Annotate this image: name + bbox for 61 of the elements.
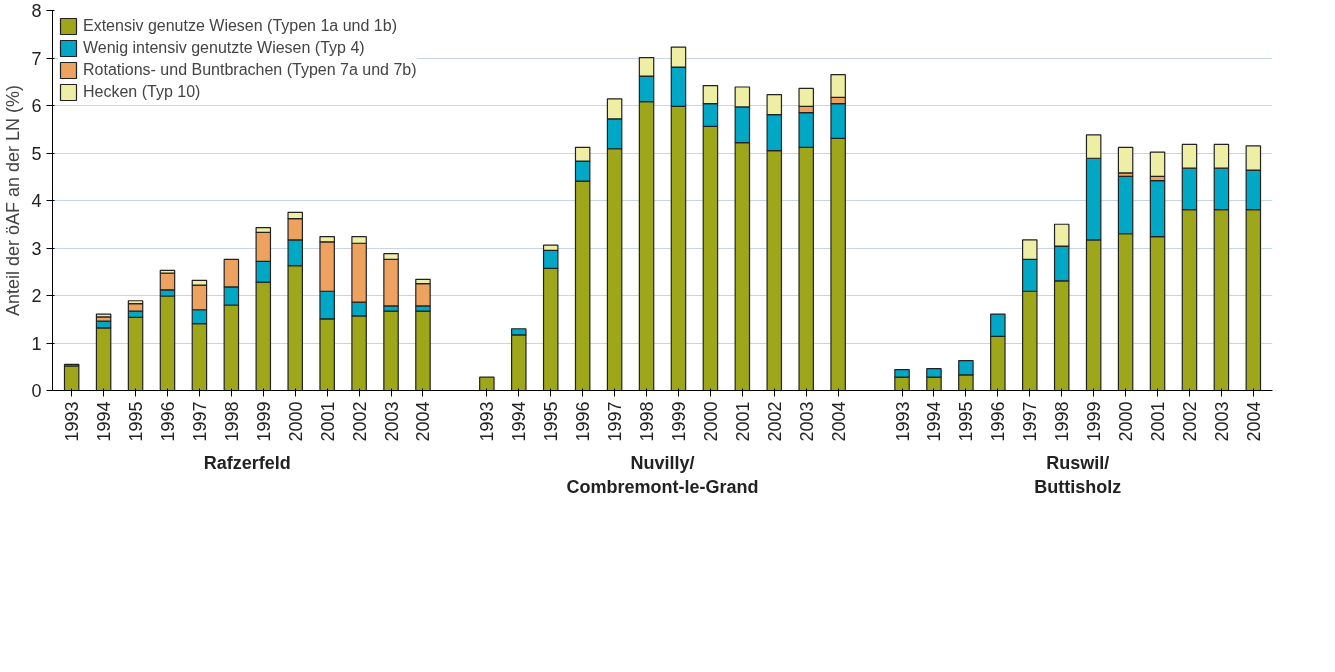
y-axis-title: Anteil der öAF an der LN (%)	[3, 84, 24, 317]
bar	[95, 313, 112, 318]
x-tick-label: 2003	[381, 401, 402, 442]
x-tick-label: 2004	[413, 401, 434, 442]
bar	[127, 316, 144, 391]
x-tick-label: 1995	[126, 401, 147, 442]
x-tick-label: 1999	[253, 401, 274, 442]
x-tick-label: 2001	[317, 401, 338, 442]
text: Ruswil/ Buttisholz	[1034, 452, 1122, 497]
x-tick-label: 1995	[541, 401, 562, 442]
x-tick-label: 1995	[956, 401, 977, 442]
x-tick-label: 2003	[1211, 401, 1232, 442]
legend-label: Rotations- und Buntbrachen (Typen 7a und 7b)	[83, 61, 417, 79]
x-tick-label: 1996	[988, 401, 1009, 442]
x-tick-label: 2001	[1148, 401, 1169, 442]
x-tick-label: 2002	[764, 401, 785, 442]
x-tick-label: 2000	[1116, 401, 1137, 442]
bar	[383, 310, 399, 391]
y-tick-label: 0	[31, 381, 42, 401]
x-tick-label: 2004	[828, 401, 849, 442]
y-tick-label: 4	[31, 191, 42, 211]
bar	[479, 376, 495, 391]
text: Rafzerfeld	[203, 452, 291, 473]
x-tick-label: 2000	[700, 401, 721, 442]
bar	[1117, 146, 1134, 174]
x-tick-label: 1994	[94, 401, 115, 442]
x-tick-label: 2003	[796, 401, 817, 442]
x-tick-label: 1993	[62, 401, 83, 442]
y-tick-label: 5	[31, 143, 42, 164]
x-tick-label: 1993	[477, 401, 498, 442]
x-tick-label: 1997	[605, 401, 626, 442]
text: Nuvilly/ Combremont-le-Grand	[566, 452, 759, 497]
y-tick-label: 6	[31, 96, 42, 116]
y-tick-label: 8	[31, 1, 42, 21]
legend-label: Extensiv genutze Wiesen (Typen 1a und 1b)	[83, 17, 397, 35]
x-tick-label: 2001	[732, 401, 753, 442]
x-tick-label: 1997	[1020, 401, 1041, 442]
x-tick-label: 1999	[1084, 401, 1105, 442]
bar	[63, 365, 80, 391]
x-tick-label: 1996	[573, 401, 594, 442]
legend-label: Wenig intensiv genutzte Wiesen (Typ 4)	[83, 39, 365, 57]
x-tick-label: 1998	[637, 401, 658, 442]
x-tick-label: 1996	[157, 401, 178, 442]
x-tick-label: 2002	[1179, 401, 1200, 442]
x-tick-label: 2004	[1243, 401, 1264, 442]
x-tick-label: 1994	[924, 401, 945, 442]
x-tick-label: 1998	[221, 401, 242, 442]
y-tick-label: 2	[31, 286, 42, 306]
y-tick-label: 7	[31, 48, 42, 69]
x-tick-label: 1993	[892, 401, 913, 442]
y-tick-label: 3	[31, 238, 42, 259]
x-tick-label: 1994	[509, 401, 530, 442]
x-tick-label: 1999	[668, 401, 689, 442]
y-tick-label: 1	[31, 333, 42, 354]
legend-label: Hecken (Typ 10)	[83, 83, 201, 101]
x-tick-label: 1998	[1052, 401, 1073, 442]
x-tick-label: 1997	[189, 401, 210, 442]
bar	[1149, 151, 1166, 177]
x-tick-label: 2000	[285, 401, 306, 442]
bar	[415, 310, 431, 391]
x-tick-label: 2002	[349, 401, 370, 442]
